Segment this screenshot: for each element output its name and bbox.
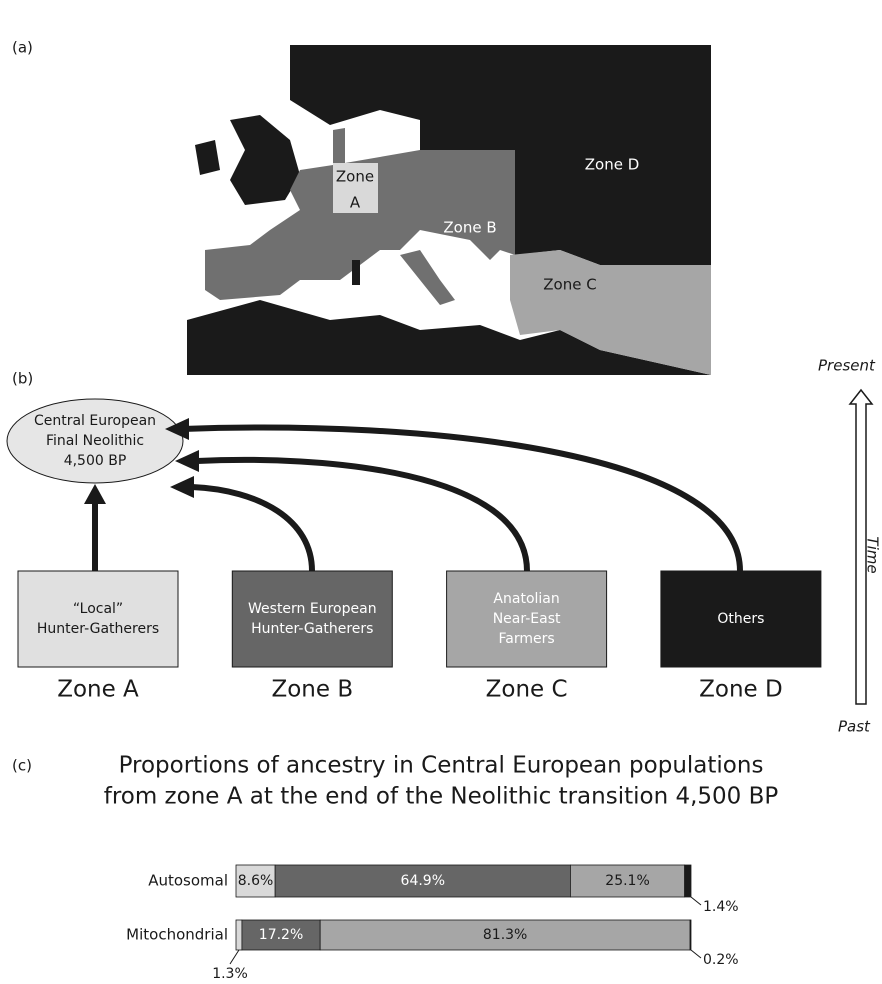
source-text: Hunter-Gatherers [251, 621, 373, 637]
value-label: 25.1% [605, 873, 649, 889]
map [187, 45, 711, 375]
chart-title: Proportions of ancestry in Central Europ… [119, 753, 764, 779]
zone-label: Zone B [271, 677, 353, 703]
value-label: 0.2% [703, 952, 739, 968]
time-bottom: Past [838, 718, 871, 736]
bar-segment [689, 919, 692, 951]
bar-segment [235, 919, 243, 951]
source-box [660, 570, 822, 668]
zone-label: Zone D [699, 677, 783, 703]
target-node [6, 398, 184, 484]
zone-label: Zone C [486, 677, 568, 703]
source-text: Others [717, 611, 764, 627]
bar-segment [319, 919, 691, 951]
arrowheads [84, 418, 199, 504]
category-label: Autosomal [148, 872, 228, 890]
source-box [231, 570, 393, 668]
source-text: Near-East [493, 611, 561, 627]
time-arrow [848, 388, 874, 705]
bar-segment [570, 864, 686, 898]
source-text: Farmers [499, 631, 555, 647]
zone-label: Zone D [585, 156, 640, 174]
bar-segment [684, 864, 692, 898]
zone-label: Zone A [57, 677, 139, 703]
leader-line [690, 896, 702, 906]
target-text: Central European [34, 413, 156, 429]
source-text: Hunter-Gatherers [37, 621, 159, 637]
bar-segment [274, 864, 571, 898]
target-text: 4,500 BP [64, 453, 127, 469]
panel-label: (c) [12, 757, 32, 775]
source-box [446, 570, 608, 668]
zone-label: Zone [336, 168, 374, 186]
value-label: 17.2% [259, 927, 303, 943]
source-text: Anatolian [493, 591, 559, 607]
panel-label: (a) [12, 39, 33, 57]
bar-segment [241, 919, 321, 951]
source-box [17, 570, 179, 668]
panel-label: (b) [12, 370, 33, 388]
source-text: “Local” [73, 601, 123, 617]
target-text: Final Neolithic [46, 433, 144, 449]
time-label: Time [864, 536, 882, 573]
zone-label: Zone B [443, 219, 496, 237]
zone-label: A [350, 194, 361, 212]
chart-title: from zone A at the end of the Neolithic … [104, 784, 779, 810]
time-top: Present [818, 357, 876, 375]
source-text: Western European [248, 601, 377, 617]
value-label: 8.6% [238, 873, 274, 889]
leader-line [229, 949, 240, 965]
value-label: 64.9% [401, 873, 445, 889]
bar-segment [235, 864, 276, 898]
value-label: 1.3% [212, 966, 248, 982]
value-label: 81.3% [483, 927, 527, 943]
value-label: 1.4% [703, 899, 739, 915]
zone-label: Zone C [543, 276, 596, 294]
category-label: Mitochondrial [126, 926, 228, 944]
leader-line [690, 949, 702, 959]
arrows [92, 424, 743, 572]
